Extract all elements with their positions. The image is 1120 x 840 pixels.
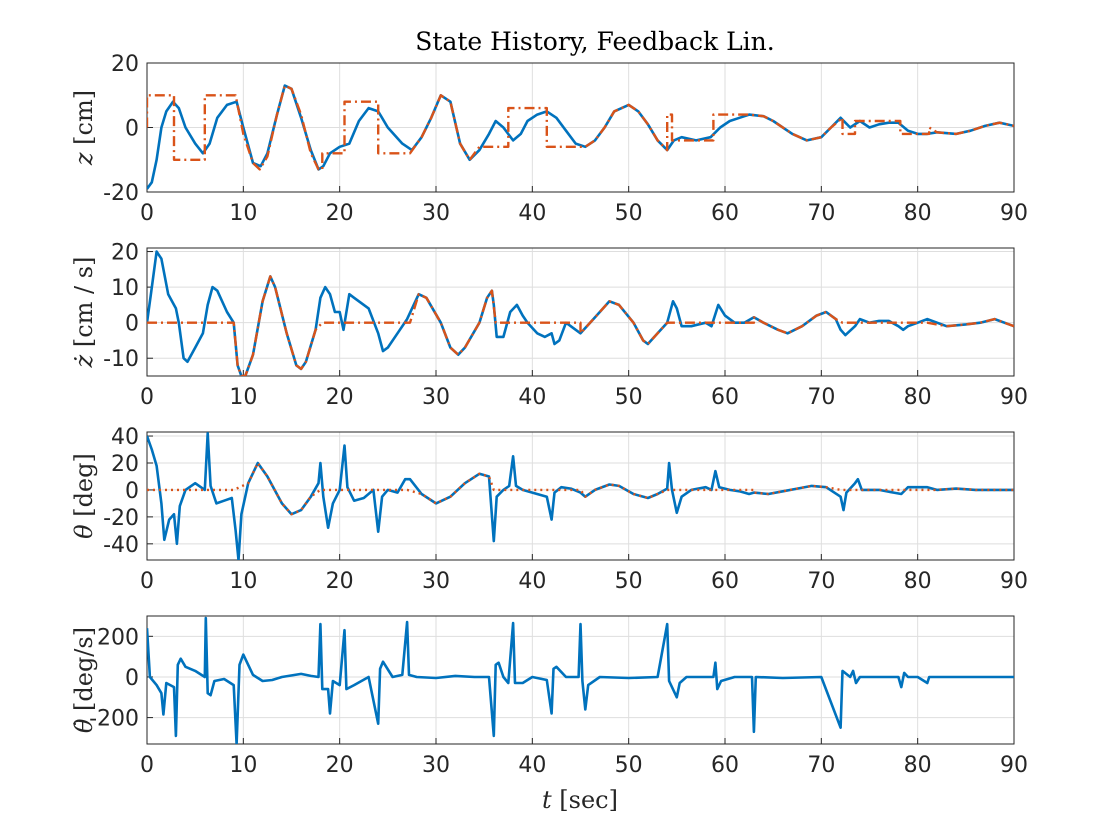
y-tick-label: 10 <box>111 276 139 301</box>
y-tick-label: -10 <box>103 347 139 372</box>
y-tick-label: -200 <box>89 707 139 732</box>
plot-area <box>146 431 1015 561</box>
x-tick-label: 60 <box>711 385 739 410</box>
x-tick-label: 50 <box>615 753 643 778</box>
x-tick-label: 20 <box>326 569 354 594</box>
x-tick-label: 90 <box>1000 201 1028 226</box>
y-tick-label: 0 <box>125 479 139 504</box>
x-tick-label: 10 <box>229 201 257 226</box>
y-tick-label: 0 <box>125 666 139 691</box>
y-tick-label: 200 <box>97 625 139 650</box>
y-tick-label: 40 <box>111 425 139 450</box>
x-tick-label: 70 <box>807 753 835 778</box>
plot-border <box>146 431 1015 561</box>
x-tick-label: 0 <box>140 385 154 410</box>
x-tick-label: 80 <box>904 385 932 410</box>
plot-area <box>146 247 1015 377</box>
series-line-actual <box>147 616 1014 744</box>
x-tick-label: 80 <box>904 753 932 778</box>
x-tick-label: 70 <box>807 569 835 594</box>
y-axis-label: z [cm] <box>70 90 98 166</box>
y-tick-label: 0 <box>125 312 139 337</box>
y-axis-label: θ [deg] <box>70 453 98 539</box>
x-tick-label: 60 <box>711 569 739 594</box>
x-tick-label: 90 <box>1000 569 1028 594</box>
y-tick-label: 0 <box>125 117 139 142</box>
figure-title: State History, Feedback Lin. <box>415 27 774 56</box>
series-line-reference <box>147 84 1014 171</box>
plot-border <box>146 247 1015 377</box>
x-tick-label: 60 <box>711 753 739 778</box>
y-tick-label: -20 <box>103 506 139 531</box>
x-tick-label: 50 <box>615 385 643 410</box>
x-tick-label: 20 <box>326 753 354 778</box>
x-tick-label: 20 <box>326 385 354 410</box>
x-axis-label: t [sec] <box>542 786 618 814</box>
x-tick-label: 20 <box>326 201 354 226</box>
x-tick-label: 40 <box>518 569 546 594</box>
y-axis-label: ż [cm / s] <box>70 257 98 369</box>
x-tick-label: 40 <box>518 753 546 778</box>
y-tick-label: 20 <box>111 452 139 477</box>
x-tick-label: 10 <box>229 569 257 594</box>
x-tick-label: 0 <box>140 753 154 778</box>
y-tick-label: 20 <box>111 52 139 77</box>
x-tick-label: 90 <box>1000 385 1028 410</box>
x-tick-label: 30 <box>422 753 450 778</box>
x-tick-label: 0 <box>140 569 154 594</box>
series-line-reference <box>147 275 1014 376</box>
y-tick-label: -20 <box>103 181 139 206</box>
series-line-reference <box>147 461 1014 516</box>
x-tick-label: 40 <box>518 385 546 410</box>
x-tick-label: 10 <box>229 753 257 778</box>
x-tick-label: 60 <box>711 201 739 226</box>
y-tick-label: 20 <box>111 241 139 266</box>
x-tick-label: 50 <box>615 569 643 594</box>
x-tick-label: 80 <box>904 201 932 226</box>
x-tick-label: 30 <box>422 201 450 226</box>
x-tick-label: 40 <box>518 201 546 226</box>
x-tick-label: 90 <box>1000 753 1028 778</box>
x-tick-label: 0 <box>140 201 154 226</box>
y-tick-label: -40 <box>103 533 139 558</box>
plot-border <box>146 615 1015 745</box>
x-tick-label: 80 <box>904 569 932 594</box>
series-line-actual <box>147 432 1014 560</box>
x-tick-label: 30 <box>422 569 450 594</box>
y-axis-label: θ̇ [deg/s] <box>70 627 98 733</box>
x-tick-label: 30 <box>422 385 450 410</box>
x-tick-label: 70 <box>807 385 835 410</box>
x-tick-label: 50 <box>615 201 643 226</box>
x-tick-label: 70 <box>807 201 835 226</box>
x-tick-label: 10 <box>229 385 257 410</box>
